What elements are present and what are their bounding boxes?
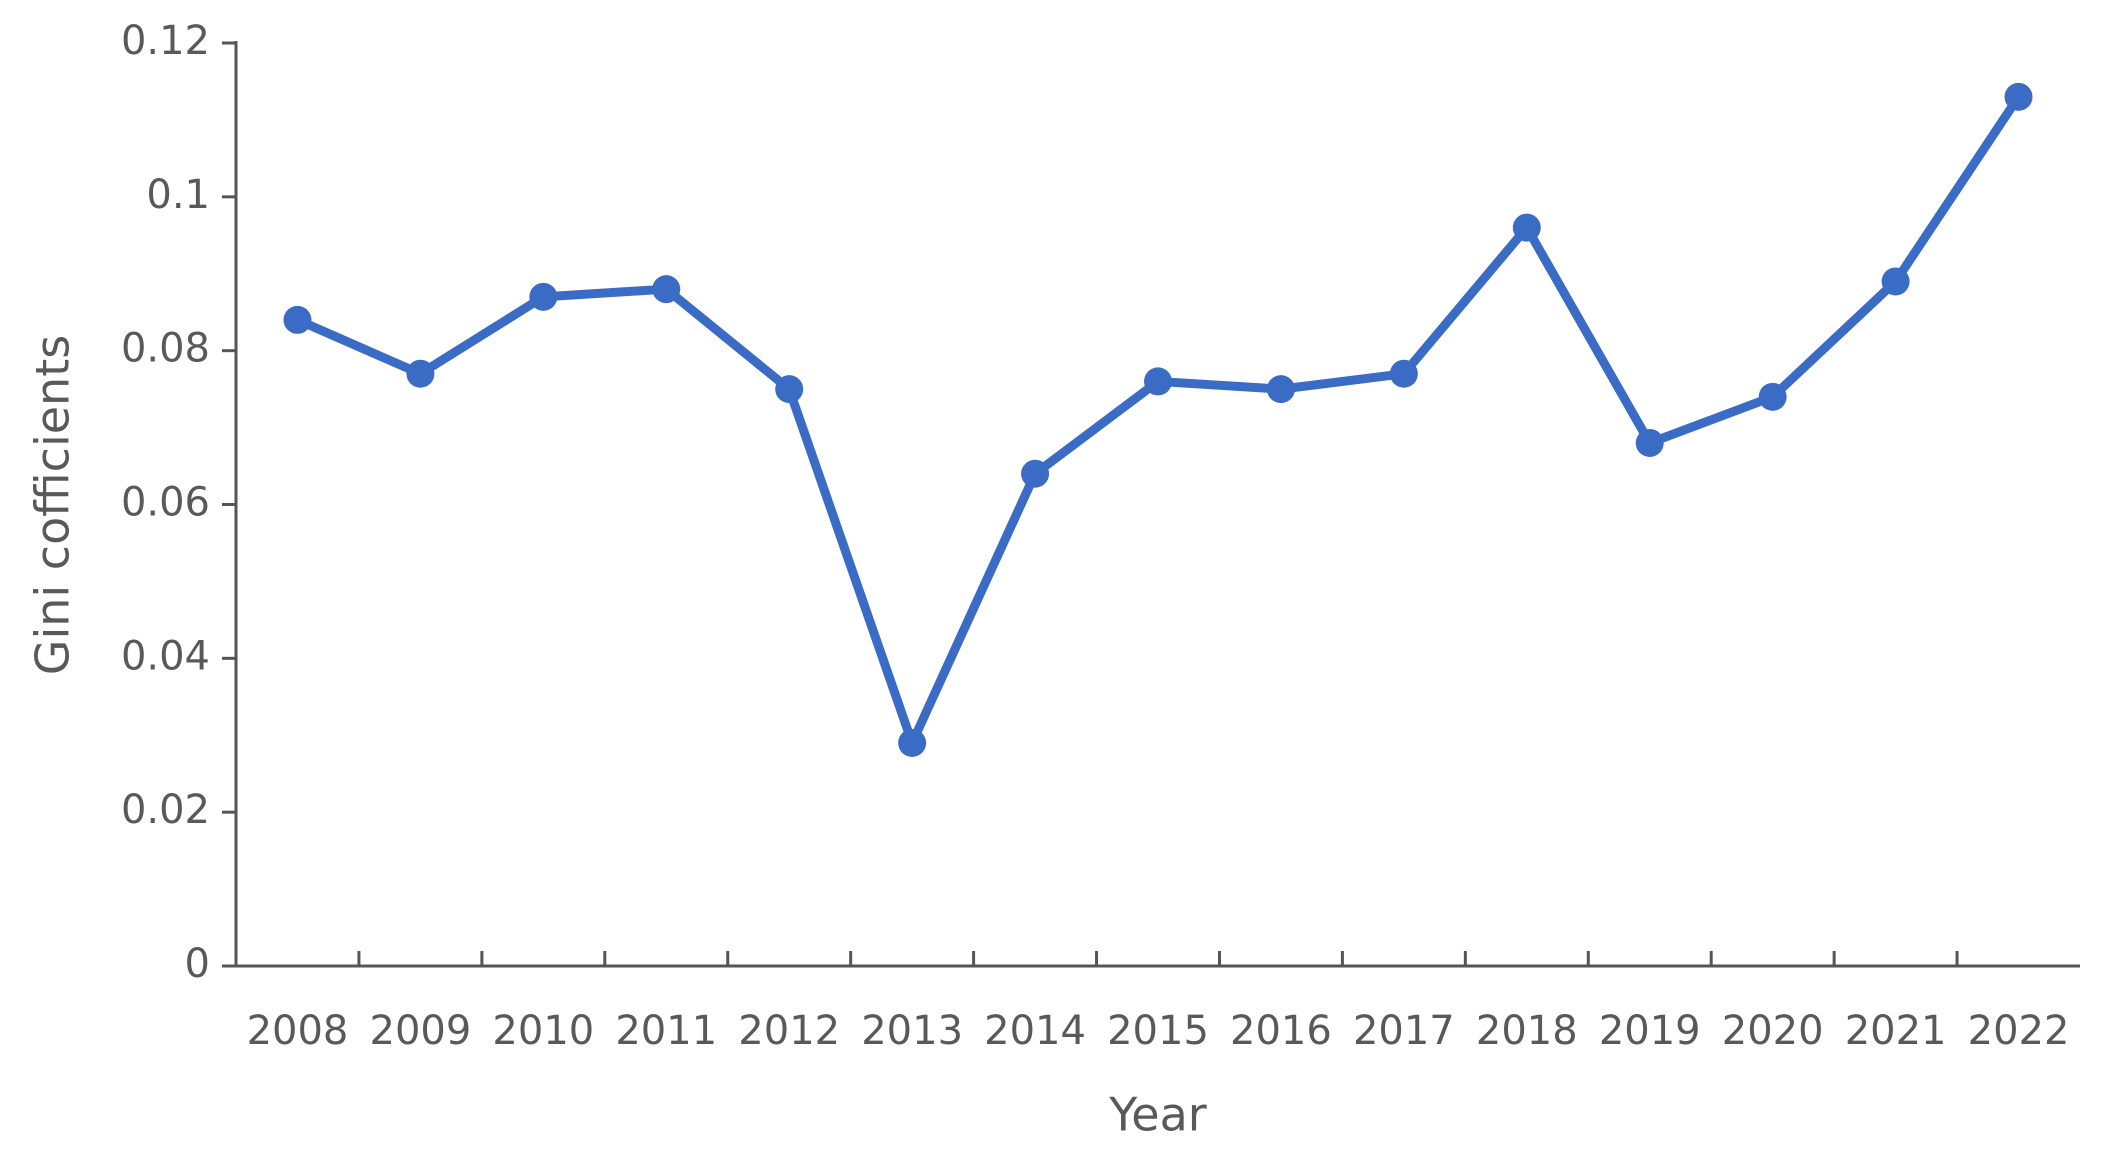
data-point [775,375,804,404]
x-tick-label: 2015 [1107,1008,1209,1054]
y-tick-label: 0 [185,941,210,987]
y-tick-label: 0.02 [121,787,210,833]
y-tick-label: 0.06 [121,480,210,526]
x-tick-label: 2008 [247,1008,349,1054]
data-point [898,728,927,757]
data-point [529,282,558,311]
data-point [1758,382,1787,411]
x-axis-title: Year [1108,1088,1206,1142]
x-tick-label: 2019 [1599,1008,1701,1054]
data-point [406,359,435,388]
y-axis-title: Gini cofficients [26,335,80,675]
x-tick-label: 2016 [1230,1008,1332,1054]
x-tick-label: 2011 [615,1008,717,1054]
data-point [1144,367,1172,396]
x-tick-label: 2018 [1476,1008,1578,1054]
x-tick-label: 2017 [1353,1008,1455,1054]
x-tick-label: 2012 [738,1008,840,1054]
x-tick-label: 2020 [1722,1008,1824,1054]
x-tick-label: 2014 [984,1008,1086,1054]
x-tick-label: 2022 [1968,1008,2070,1054]
data-point [283,305,312,334]
x-tick-label: 2021 [1845,1008,1947,1054]
y-tick-label: 0.1 [146,172,210,218]
x-tick-label: 2010 [492,1008,594,1054]
data-point [652,275,681,304]
data-line [295,94,2023,748]
data-point [1021,459,1050,488]
data-point [1635,428,1664,457]
data-point [1266,375,1295,404]
x-tick-label: 2009 [370,1008,472,1054]
data-point [1512,213,1541,242]
x-tick-label: 2013 [861,1008,963,1054]
y-tick-label: 0.12 [121,18,210,64]
data-point [2004,82,2033,111]
data-point [1389,359,1418,388]
data-point [1881,267,1910,296]
y-tick-label: 0.08 [121,326,210,372]
y-tick-label: 0.04 [121,633,210,679]
